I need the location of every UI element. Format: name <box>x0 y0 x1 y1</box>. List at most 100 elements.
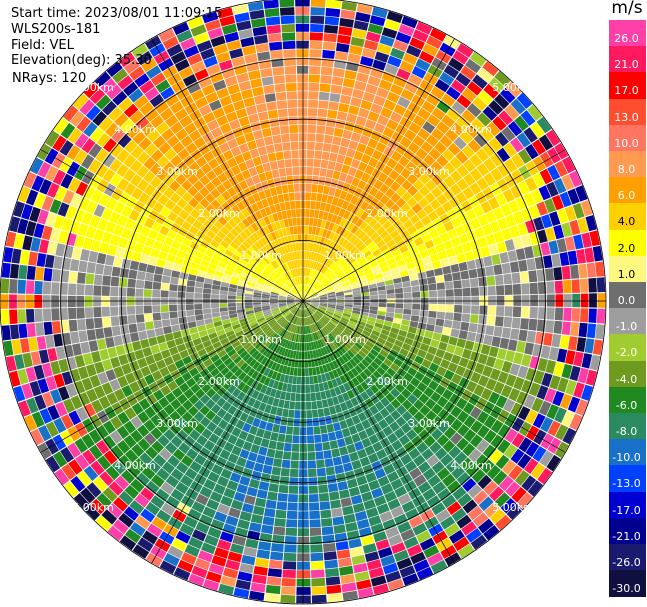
range-gate <box>500 87 516 104</box>
range-gate <box>409 273 419 281</box>
range-gate <box>101 306 110 317</box>
range-gate <box>476 267 486 278</box>
range-gate <box>279 373 286 383</box>
range-gate <box>216 183 227 195</box>
range-gate <box>306 317 309 326</box>
range-gate <box>512 236 524 250</box>
range-gate <box>466 380 478 393</box>
range-gate <box>255 454 266 465</box>
range-gate <box>200 48 215 60</box>
range-gate <box>291 452 299 461</box>
range-gate <box>184 253 194 262</box>
range-gate <box>473 204 485 217</box>
range-gate <box>342 392 350 402</box>
range-gate <box>117 75 134 90</box>
range-gate <box>51 321 61 334</box>
range-gate <box>431 186 443 198</box>
range-gate <box>159 448 172 461</box>
range-gate <box>430 161 443 173</box>
range-gate <box>367 23 384 35</box>
range-gate <box>188 129 202 142</box>
range-gate <box>25 220 37 237</box>
range-gate <box>428 310 437 318</box>
range-gate <box>148 229 159 240</box>
range-gate <box>160 305 169 313</box>
range-gate <box>117 375 129 388</box>
range-gate <box>307 316 312 325</box>
range-gate <box>494 71 511 87</box>
range-gate <box>274 354 281 363</box>
range-gate <box>296 57 309 66</box>
range-gate <box>17 186 31 203</box>
colorbar-segment <box>609 413 646 440</box>
range-gate <box>136 271 146 281</box>
range-gate <box>305 285 310 294</box>
range-gate <box>329 93 341 103</box>
range-gate <box>354 80 367 91</box>
range-gate <box>565 350 576 365</box>
range-gate <box>288 375 294 384</box>
range-gate <box>206 119 219 131</box>
range-gate <box>260 237 268 246</box>
range-gate <box>305 268 308 276</box>
range-gate <box>548 347 559 361</box>
range-gate <box>486 275 496 286</box>
range-gate <box>287 281 293 289</box>
range-gate <box>304 276 307 285</box>
range-gate <box>26 309 35 323</box>
range-gate <box>420 304 429 311</box>
range-gate <box>130 416 143 429</box>
range-gate <box>455 150 469 164</box>
range-gate <box>295 325 299 334</box>
range-gate <box>267 223 274 233</box>
range-gate <box>218 216 228 226</box>
range-gate <box>309 306 316 313</box>
range-gate <box>385 284 395 290</box>
range-gate <box>153 389 165 401</box>
range-gate <box>180 495 195 508</box>
range-gate <box>141 122 155 137</box>
range-gate <box>238 371 247 381</box>
range-gate <box>304 284 306 293</box>
range-gate <box>216 115 229 127</box>
range-gate <box>254 265 263 273</box>
range-gate <box>239 336 248 344</box>
range-gate <box>184 544 200 558</box>
range-gate <box>365 507 379 519</box>
range-gate <box>553 224 565 240</box>
range-gate <box>572 293 581 308</box>
range-gate <box>77 366 89 380</box>
range-gate <box>489 368 501 381</box>
range-gate <box>274 258 281 267</box>
range-gate <box>317 308 326 313</box>
range-gate <box>156 181 169 194</box>
range-gate <box>272 212 279 222</box>
range-gate <box>530 122 545 139</box>
range-gate <box>431 173 443 186</box>
range-gate <box>169 192 181 204</box>
range-gate <box>303 295 309 301</box>
range-gate <box>307 334 311 343</box>
range-gate <box>158 57 174 72</box>
range-gate <box>218 333 227 341</box>
range-gate <box>93 307 102 318</box>
range-gate <box>435 348 446 359</box>
range-gate <box>325 310 334 316</box>
range-gate <box>275 185 283 195</box>
range-gate <box>156 155 170 168</box>
range-gate <box>455 365 466 377</box>
range-gate <box>333 524 346 534</box>
range-gate <box>450 216 462 228</box>
range-gate <box>49 199 62 214</box>
range-gate <box>310 561 325 570</box>
range-gate <box>250 222 259 232</box>
range-gate <box>581 232 592 248</box>
range-gate <box>126 125 141 139</box>
range-gate <box>337 34 351 45</box>
range-gate <box>288 409 295 418</box>
range-gate <box>78 392 91 406</box>
range-gate <box>294 316 299 325</box>
range-gate <box>270 126 281 136</box>
range-gate <box>356 579 372 590</box>
range-gate <box>319 301 328 303</box>
